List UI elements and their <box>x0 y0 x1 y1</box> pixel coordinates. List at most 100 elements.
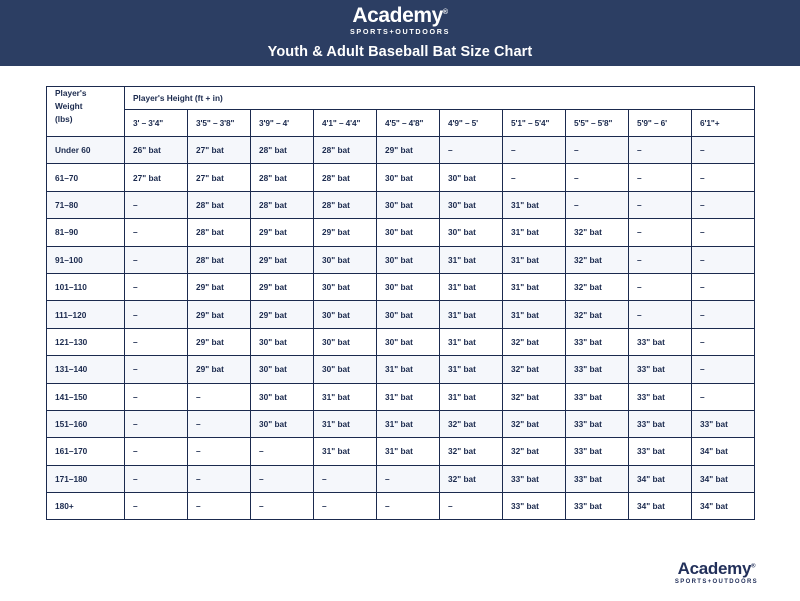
table-cell-bat-size: – <box>691 245 755 274</box>
table-cell-bat-size: – <box>376 464 440 494</box>
table-cell-bat-size: 33" bat <box>565 409 629 439</box>
column-header-height-4: 4'5" – 4'8" <box>376 109 440 137</box>
table-cell-bat-size: 31" bat <box>313 437 377 466</box>
row-header-weight: 131–140 <box>46 355 125 384</box>
table-cell-bat-size: 30" bat <box>313 355 377 384</box>
table-cell-bat-size: – <box>691 272 755 302</box>
table-cell-bat-size: 30" bat <box>439 163 503 192</box>
table-row: 131–140–29" bat 30" bat 30" bat 31" bat 31" … <box>46 355 755 384</box>
table-cell-bat-size: – <box>565 190 629 220</box>
table-cell-bat-size: – <box>124 409 188 439</box>
table-cell-bat-size: 30" bat <box>250 409 314 439</box>
table-cell-bat-size: 28" bat <box>250 135 314 165</box>
table-cell-bat-size: 34" bat <box>691 464 755 494</box>
table-cell-bat-size: 32" bat <box>502 382 566 411</box>
table-cell-bat-size: – <box>124 245 188 274</box>
table-cell-bat-size: 31" bat <box>502 190 566 220</box>
table-cell-bat-size: 30" bat <box>376 218 440 247</box>
table-cell-bat-size: – <box>691 327 755 357</box>
table-cell-bat-size: 28" bat <box>313 190 377 220</box>
table-row: 180+ – – – – – –33" bat 33" bat 34" bat 34" bat <box>46 492 755 521</box>
table-cell-bat-size: 31" bat <box>313 409 377 439</box>
table-head: Player's Weight (lbs) Player's Height (f… <box>46 86 755 137</box>
table-cell-bat-size: – <box>691 163 755 192</box>
table-cell-bat-size: 31" bat <box>439 327 503 357</box>
table-cell-bat-size: 31" bat <box>439 355 503 384</box>
table-cell-bat-size: 32" bat <box>502 355 566 384</box>
chart-sheet: Player's Weight (lbs) Player's Height (f… <box>0 66 800 601</box>
table-cell-bat-size: – <box>628 300 692 329</box>
table-cell-bat-size: – <box>502 135 566 165</box>
table-cell-bat-size: 29" bat <box>187 272 251 302</box>
table-cell-bat-size: – <box>187 382 251 411</box>
table-cell-bat-size: – <box>124 355 188 384</box>
table-cell-bat-size: – <box>124 437 188 466</box>
table-cell-bat-size: 31" bat <box>502 300 566 329</box>
table-cell-bat-size: 29" bat <box>187 300 251 329</box>
table-row: 111–120–29" bat 29" bat 30" bat 30" bat 31" … <box>46 300 755 329</box>
table-cell-bat-size: 30" bat <box>376 163 440 192</box>
table-row: 151–160– –30" bat 31" bat 31" bat 32" bat 32"… <box>46 409 755 439</box>
table-cell-bat-size: – <box>124 382 188 411</box>
table-cell-bat-size: 33" bat <box>565 382 629 411</box>
table-cell-bat-size: – <box>124 464 188 494</box>
table-cell-bat-size: 32" bat <box>565 245 629 274</box>
table-cell-bat-size: 31" bat <box>502 245 566 274</box>
row-header-weight: 91–100 <box>46 245 125 274</box>
bat-size-table: Player's Weight (lbs) Player's Height (f… <box>46 86 755 521</box>
table-row: 121–130–29" bat 30" bat 30" bat 30" bat 31" … <box>46 327 755 357</box>
table-cell-bat-size: 29" bat <box>376 135 440 165</box>
table-cell-bat-size: 33" bat <box>628 382 692 411</box>
table-cell-bat-size: – <box>565 135 629 165</box>
table-cell-bat-size: 27" bat <box>124 163 188 192</box>
registered-trademark-icon: ® <box>442 9 448 16</box>
table-cell-bat-size: – <box>628 190 692 220</box>
row-header-weight: 61–70 <box>46 163 125 192</box>
table-cell-bat-size: 28" bat <box>313 163 377 192</box>
table-cell-bat-size: 30" bat <box>313 327 377 357</box>
table-cell-bat-size: 33" bat <box>628 355 692 384</box>
table-cell-bat-size: 32" bat <box>439 409 503 439</box>
table-cell-bat-size: 33" bat <box>628 409 692 439</box>
table-cell-bat-size: 31" bat <box>439 245 503 274</box>
table-cell-bat-size: 31" bat <box>313 382 377 411</box>
table-head-group-row: Player's Weight (lbs) Player's Height (f… <box>46 86 755 137</box>
table-cell-bat-size: 32" bat <box>439 464 503 494</box>
table-cell-bat-size: – <box>124 190 188 220</box>
table-cell-bat-size: – <box>376 492 440 521</box>
table-cell-bat-size: 33" bat <box>628 437 692 466</box>
table-cell-bat-size: 28" bat <box>250 190 314 220</box>
table-cell-bat-size: – <box>187 437 251 466</box>
table-cell-bat-size: 33" bat <box>565 492 629 521</box>
table-cell-bat-size: – <box>439 492 503 521</box>
table-row: 61–70 27" bat 27" bat 28" bat 28" bat 30" bat… <box>46 163 755 192</box>
table-cell-bat-size: 33" bat <box>628 327 692 357</box>
table-cell-bat-size: 31" bat <box>376 409 440 439</box>
table-cell-bat-size: 33" bat <box>691 409 755 439</box>
table-cell-bat-size: – <box>187 492 251 521</box>
table-cell-bat-size: – <box>250 437 314 466</box>
column-header-height-6: 5'1" – 5'4" <box>502 109 566 137</box>
table-row: 71–80–28" bat 28" bat 28" bat 30" bat 30" ba… <box>46 190 755 220</box>
table-cell-bat-size: – <box>628 135 692 165</box>
row-header-weight: 161–170 <box>46 437 125 466</box>
table-cell-bat-size: 30" bat <box>250 355 314 384</box>
table-cell-bat-size: 29" bat <box>187 327 251 357</box>
table-cell-bat-size: – <box>628 163 692 192</box>
table-cell-bat-size: 30" bat <box>376 272 440 302</box>
table-cell-bat-size: 32" bat <box>439 437 503 466</box>
column-header-height-1: 3'5" – 3'8" <box>187 109 251 137</box>
table-cell-bat-size: – <box>565 163 629 192</box>
table-cell-bat-size: 31" bat <box>502 272 566 302</box>
table-cell-bat-size: 31" bat <box>376 437 440 466</box>
table-cell-bat-size: 34" bat <box>691 437 755 466</box>
column-header-height-8: 5'9" – 6' <box>628 109 692 137</box>
row-header-line-1: Player's <box>55 88 87 98</box>
table-cell-bat-size: – <box>628 272 692 302</box>
table-cell-bat-size: 28" bat <box>187 218 251 247</box>
table-cell-bat-size: 28" bat <box>250 163 314 192</box>
table-cell-bat-size: 32" bat <box>502 437 566 466</box>
row-header-weight: 121–130 <box>46 327 125 357</box>
row-header-weight: 81–90 <box>46 218 125 247</box>
table-cell-bat-size: – <box>250 492 314 521</box>
